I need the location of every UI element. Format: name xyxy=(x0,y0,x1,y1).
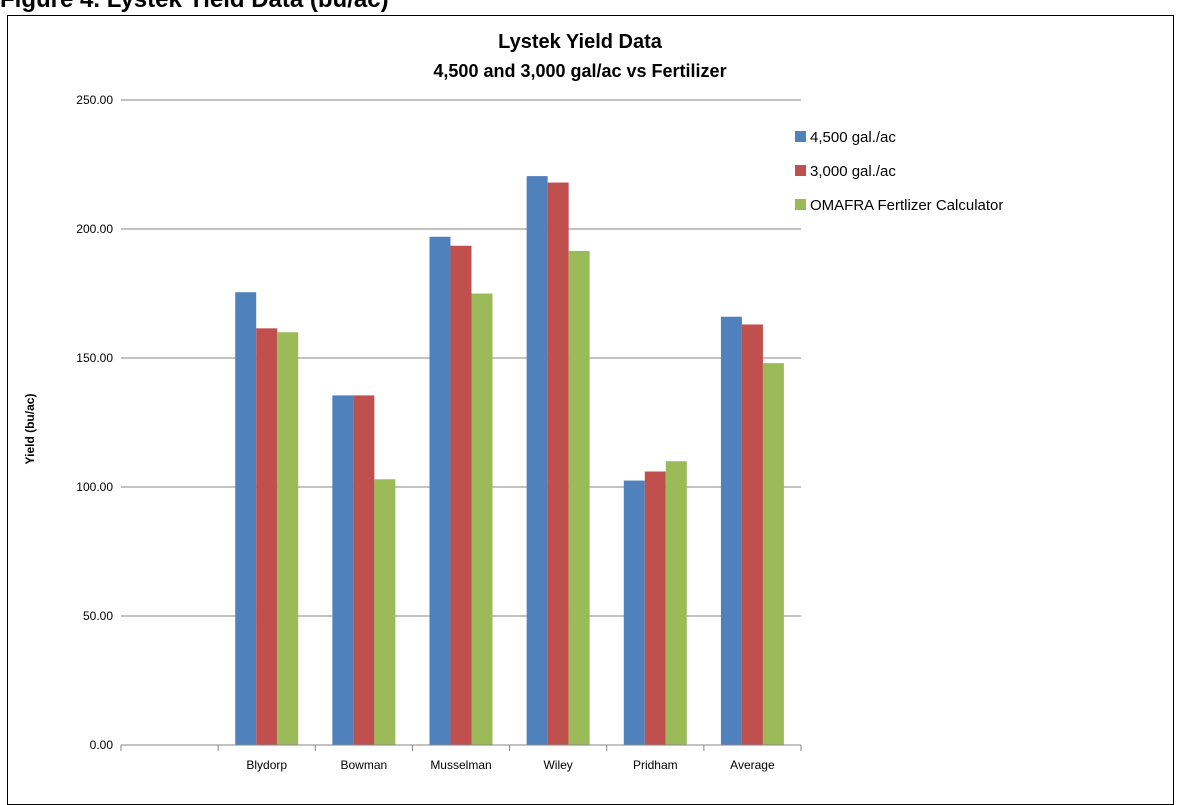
bar-blydorp-series-3 xyxy=(277,332,299,745)
legend-swatch xyxy=(795,131,806,142)
y-tick-label: 150.00 xyxy=(76,351,113,365)
x-tick-label: Average xyxy=(730,758,775,772)
bar-wiley-series-2 xyxy=(547,182,569,745)
bar-musselman-series-2 xyxy=(450,245,472,745)
bars xyxy=(235,176,784,746)
bar-blydorp-series-2 xyxy=(256,328,278,745)
y-tick-label: 250.00 xyxy=(76,93,113,107)
x-tick-label: Blydorp xyxy=(246,758,287,772)
y-tick-label: 100.00 xyxy=(76,480,113,494)
x-axis-ticks: Blydorp Bowman Musselman Wiley Pridham Averag… xyxy=(120,744,802,772)
bar-bowman-series-2 xyxy=(353,395,375,745)
bar-blydorp-series-1 xyxy=(235,292,257,745)
legend-swatch xyxy=(795,199,806,210)
y-tick-label: 50.00 xyxy=(83,609,113,623)
bar-musselman-series-3 xyxy=(471,293,493,745)
legend-swatch xyxy=(795,165,806,176)
y-tick-label: 0.00 xyxy=(90,738,114,752)
bar-bowman-series-3 xyxy=(374,479,396,745)
bar-wiley-series-1 xyxy=(526,176,548,746)
legend-label: 3,000 gal./ac xyxy=(810,163,896,180)
bar-average-series-3 xyxy=(762,363,784,745)
bar-wiley-series-3 xyxy=(568,250,590,745)
figure-heading: Figure 4. Lystek Yield Data (bu/ac) xyxy=(0,0,389,14)
bar-musselman-series-1 xyxy=(429,236,451,746)
legend-label: OMAFRA Fertlizer Calculator xyxy=(810,197,1003,214)
bar-average-series-1 xyxy=(720,316,742,745)
legend-label: 4,500 gal./ac xyxy=(810,129,896,146)
chart-frame: Lystek Yield Data 4,500 and 3,000 gal/ac… xyxy=(7,15,1174,805)
bar-chart: Lystek Yield Data 4,500 and 3,000 gal/ac… xyxy=(23,31,1003,772)
y-axis-label: Yield (bu/ac) xyxy=(23,394,37,465)
x-tick-label: Bowman xyxy=(341,758,388,772)
y-tick-label: 200.00 xyxy=(76,222,113,236)
bar-pridham-series-2 xyxy=(644,471,666,745)
x-tick-label: Pridham xyxy=(633,758,678,772)
bar-bowman-series-1 xyxy=(332,395,354,745)
chart-subtitle: 4,500 and 3,000 gal/ac vs Fertilizer xyxy=(433,61,726,81)
x-tick-label: Wiley xyxy=(543,758,572,772)
bar-pridham-series-1 xyxy=(623,480,645,745)
legend: 4,500 gal./ac 3,000 gal./ac OMAFRA Fertliz… xyxy=(795,129,1003,214)
x-tick-label: Musselman xyxy=(430,758,491,772)
bar-average-series-2 xyxy=(741,324,763,745)
bar-pridham-series-3 xyxy=(665,461,687,745)
chart-title: Lystek Yield Data xyxy=(498,31,663,53)
y-axis-ticks: 0.00 50.00 100.00 150.00 200.00 250.00 xyxy=(76,93,113,752)
